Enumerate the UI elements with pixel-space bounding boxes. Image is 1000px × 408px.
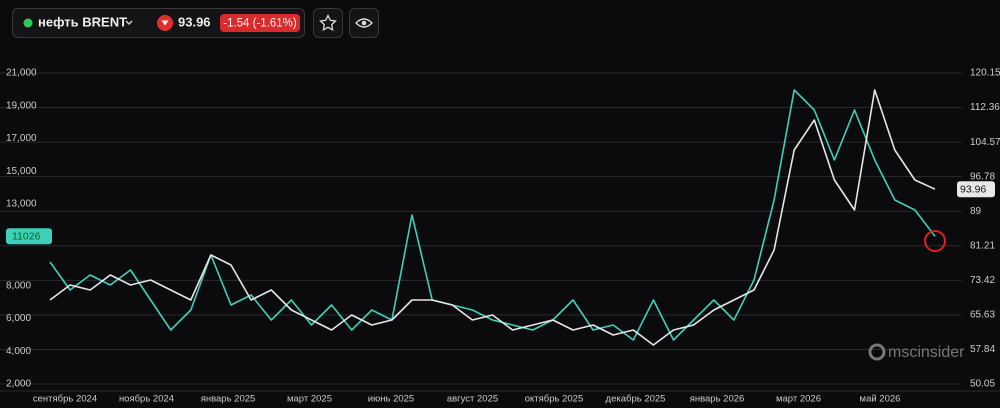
- series-line: [49, 89, 936, 341]
- y-tick-label: 6,000: [6, 313, 31, 324]
- last-value-tag: [957, 181, 995, 198]
- x-tick-label: декабрь 2025: [606, 394, 666, 405]
- y2-tick-label: 50.05: [970, 379, 995, 390]
- y-tick-label: 8,000: [6, 280, 31, 291]
- plot: 120.15 112.36 104.57 96.78 89 81.21 73.42 65.63…: [0, 68, 1000, 405]
- highlight-circle: [924, 230, 946, 252]
- x-tick-label: август 2025: [447, 394, 498, 405]
- watermark-logo: [868, 343, 886, 361]
- last-value-label: 93.96: [960, 183, 986, 195]
- y-tick-label: 4,000: [6, 346, 31, 357]
- down-arrow: [161, 20, 169, 26]
- x-tick-label: октябрь 2025: [525, 394, 584, 405]
- x-tick-label: январь 2025: [201, 394, 256, 405]
- star-icon: [319, 13, 337, 32]
- x-tick-label: март 2026: [776, 394, 821, 405]
- watermark: mscinsider: [888, 344, 965, 361]
- eye-icon: [355, 18, 373, 28]
- y-tick-label: 17,000: [6, 133, 37, 144]
- dropdown-icon[interactable]: [125, 20, 133, 26]
- x-tick-label: июнь 2025: [368, 394, 414, 405]
- x-tick-label: сентябрь 2024: [33, 394, 97, 405]
- y-tick-label: 19,000: [6, 100, 37, 111]
- y2-tick-label: 73.42: [970, 275, 995, 286]
- last-value-label: 11026: [12, 231, 41, 243]
- change: -1.54 (-1.61%): [223, 18, 297, 30]
- eye-pupil: [361, 20, 367, 26]
- y-tick-label: 2,000: [6, 379, 31, 390]
- y2-tick-label: 104.57: [970, 137, 1000, 148]
- y-tick-label: 21,000: [6, 68, 37, 79]
- x-tick-label: май 2026: [860, 394, 901, 405]
- x-tick-label: ноябрь 2024: [119, 394, 174, 405]
- change-badge: [220, 14, 300, 32]
- x-tick-label: март 2025: [287, 394, 332, 405]
- y2-tick-label: 96.78: [970, 171, 995, 182]
- x-tick-label: январь 2026: [690, 394, 745, 405]
- y-tick-label: 13,000: [6, 199, 37, 210]
- price: 93.96: [178, 14, 211, 29]
- y2-tick-label: 81.21: [970, 240, 995, 251]
- y-tick-label: 15,000: [6, 166, 37, 177]
- y2-tick-label: 120.15: [970, 68, 1000, 79]
- y2-tick-label: 57.84: [970, 344, 995, 355]
- y2-tick-label: 89: [970, 206, 982, 217]
- series-line: [49, 89, 936, 346]
- instrument-name: нефть BRENT: [38, 14, 127, 29]
- status-dot: [23, 18, 33, 28]
- favorite-button[interactable]: [313, 8, 343, 38]
- last-value-tag: [6, 228, 52, 245]
- y2-tick-label: 65.63: [970, 310, 995, 321]
- y2-tick-label: 112.36: [970, 102, 1000, 113]
